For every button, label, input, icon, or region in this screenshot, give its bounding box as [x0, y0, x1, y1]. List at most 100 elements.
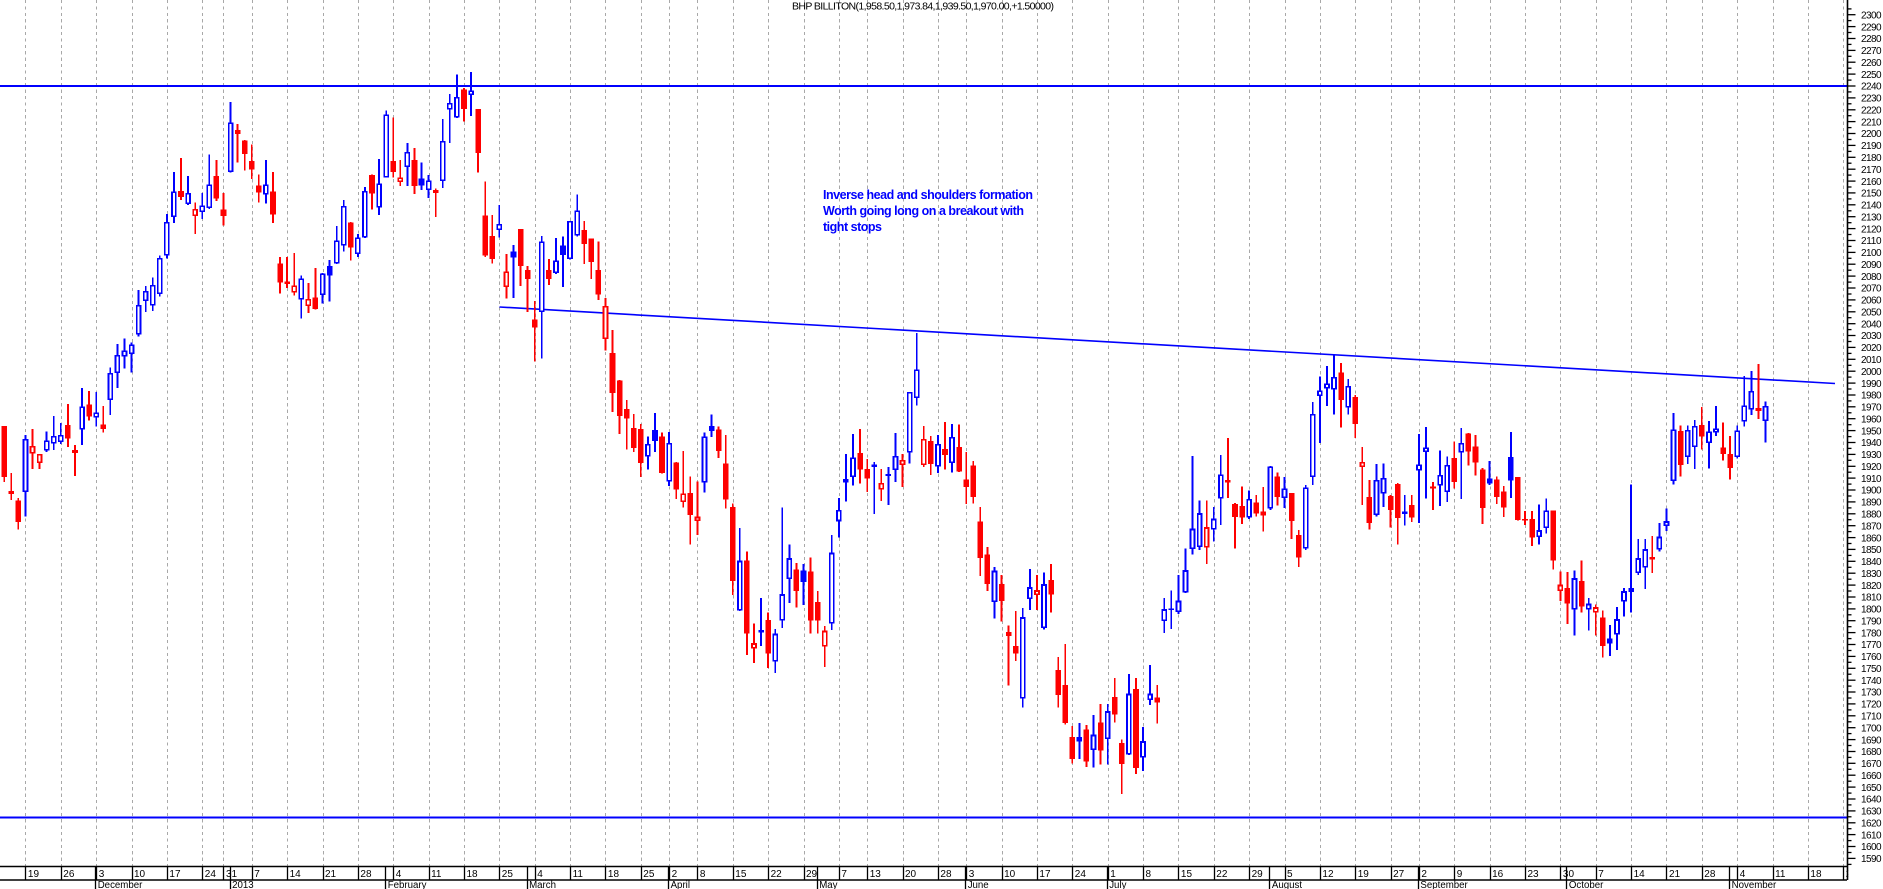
svg-text:1860: 1860 — [1861, 533, 1882, 544]
svg-text:16: 16 — [1492, 869, 1504, 880]
svg-text:23: 23 — [1528, 869, 1540, 880]
svg-text:25: 25 — [1846, 869, 1858, 880]
svg-text:2080: 2080 — [1861, 272, 1882, 283]
svg-text:March: March — [529, 880, 556, 889]
svg-text:2010: 2010 — [1861, 355, 1882, 366]
svg-text:2060: 2060 — [1861, 296, 1882, 307]
svg-text:11: 11 — [573, 869, 584, 880]
svg-text:2250: 2250 — [1861, 70, 1882, 81]
svg-text:1880: 1880 — [1861, 510, 1882, 521]
svg-text:August: August — [1272, 880, 1302, 889]
svg-text:2170: 2170 — [1861, 165, 1882, 176]
svg-text:1730: 1730 — [1861, 688, 1882, 699]
svg-text:1720: 1720 — [1861, 700, 1882, 711]
svg-text:1620: 1620 — [1861, 819, 1882, 830]
svg-text:1610: 1610 — [1861, 830, 1882, 841]
svg-text:1590: 1590 — [1861, 854, 1882, 865]
svg-text:4: 4 — [1740, 869, 1746, 880]
svg-text:1840: 1840 — [1861, 557, 1882, 568]
svg-text:17: 17 — [1039, 869, 1051, 880]
svg-text:27: 27 — [1393, 869, 1405, 880]
svg-text:1900: 1900 — [1861, 486, 1882, 497]
svg-text:1830: 1830 — [1861, 569, 1882, 580]
svg-text:1970: 1970 — [1861, 403, 1882, 414]
svg-text:1850: 1850 — [1861, 545, 1882, 556]
svg-text:1630: 1630 — [1861, 807, 1882, 818]
svg-text:2100: 2100 — [1861, 248, 1882, 259]
svg-text:28: 28 — [360, 869, 372, 880]
svg-text:1780: 1780 — [1861, 628, 1882, 639]
svg-text:May: May — [819, 880, 837, 889]
svg-text:February: February — [388, 880, 427, 889]
svg-text:11: 11 — [1775, 869, 1786, 880]
svg-text:17: 17 — [169, 869, 181, 880]
svg-text:1810: 1810 — [1861, 593, 1882, 604]
svg-text:1700: 1700 — [1861, 723, 1882, 734]
svg-text:30: 30 — [1563, 869, 1575, 880]
svg-text:2090: 2090 — [1861, 260, 1882, 271]
svg-text:19: 19 — [1358, 869, 1370, 880]
svg-text:April: April — [671, 880, 690, 889]
svg-text:2: 2 — [672, 869, 678, 880]
svg-text:8: 8 — [700, 869, 706, 880]
svg-text:1750: 1750 — [1861, 664, 1882, 675]
svg-text:July: July — [1109, 880, 1126, 889]
svg-text:29: 29 — [806, 869, 818, 880]
svg-text:3: 3 — [969, 869, 975, 880]
svg-text:Worth going long on a breakout: Worth going long on a breakout with — [823, 204, 1024, 218]
svg-text:15: 15 — [735, 869, 747, 880]
svg-text:2220: 2220 — [1861, 106, 1882, 117]
svg-text:2240: 2240 — [1861, 82, 1882, 93]
svg-text:1690: 1690 — [1861, 735, 1882, 746]
svg-text:1940: 1940 — [1861, 438, 1882, 449]
svg-text:2300: 2300 — [1861, 10, 1882, 21]
svg-text:1930: 1930 — [1861, 450, 1882, 461]
svg-text:22: 22 — [771, 869, 783, 880]
svg-text:4: 4 — [537, 869, 543, 880]
svg-text:9: 9 — [1457, 869, 1463, 880]
svg-text:28: 28 — [940, 869, 952, 880]
svg-text:21: 21 — [1669, 869, 1681, 880]
svg-text:14: 14 — [290, 869, 302, 880]
svg-text:10: 10 — [134, 869, 146, 880]
svg-text:10: 10 — [1004, 869, 1016, 880]
svg-text:26: 26 — [63, 869, 75, 880]
svg-text:1650: 1650 — [1861, 783, 1882, 794]
svg-text:2020: 2020 — [1861, 343, 1882, 354]
svg-text:18: 18 — [1810, 869, 1822, 880]
svg-text:15: 15 — [1181, 869, 1193, 880]
svg-text:2180: 2180 — [1861, 153, 1882, 164]
svg-text:2070: 2070 — [1861, 284, 1882, 295]
svg-text:1980: 1980 — [1861, 391, 1882, 402]
svg-text:2120: 2120 — [1861, 224, 1882, 235]
svg-text:2050: 2050 — [1861, 308, 1882, 319]
svg-text:1670: 1670 — [1861, 759, 1882, 770]
svg-text:2000: 2000 — [1861, 367, 1882, 378]
svg-text:2110: 2110 — [1861, 236, 1882, 247]
svg-text:2150: 2150 — [1861, 189, 1882, 200]
svg-text:1640: 1640 — [1861, 795, 1882, 806]
svg-text:1950: 1950 — [1861, 426, 1882, 437]
svg-text:2280: 2280 — [1861, 34, 1882, 45]
svg-text:2200: 2200 — [1861, 129, 1882, 140]
svg-text:11: 11 — [431, 869, 442, 880]
svg-text:7: 7 — [841, 869, 847, 880]
svg-text:2160: 2160 — [1861, 177, 1882, 188]
svg-text:28: 28 — [1704, 869, 1716, 880]
svg-text:1800: 1800 — [1861, 605, 1882, 616]
svg-text:4: 4 — [396, 869, 402, 880]
svg-text:2290: 2290 — [1861, 22, 1882, 33]
svg-text:19: 19 — [28, 869, 40, 880]
svg-text:2230: 2230 — [1861, 94, 1882, 105]
svg-text:September: September — [1420, 880, 1468, 889]
svg-text:2130: 2130 — [1861, 212, 1882, 223]
svg-text:1: 1 — [1110, 869, 1116, 880]
svg-text:25: 25 — [502, 869, 514, 880]
svg-text:2030: 2030 — [1861, 331, 1882, 342]
svg-text:21: 21 — [325, 869, 337, 880]
svg-text:25: 25 — [643, 869, 655, 880]
svg-text:2: 2 — [1421, 869, 1427, 880]
svg-text:1790: 1790 — [1861, 616, 1882, 627]
svg-text:12: 12 — [1322, 869, 1334, 880]
svg-text:2210: 2210 — [1861, 117, 1882, 128]
